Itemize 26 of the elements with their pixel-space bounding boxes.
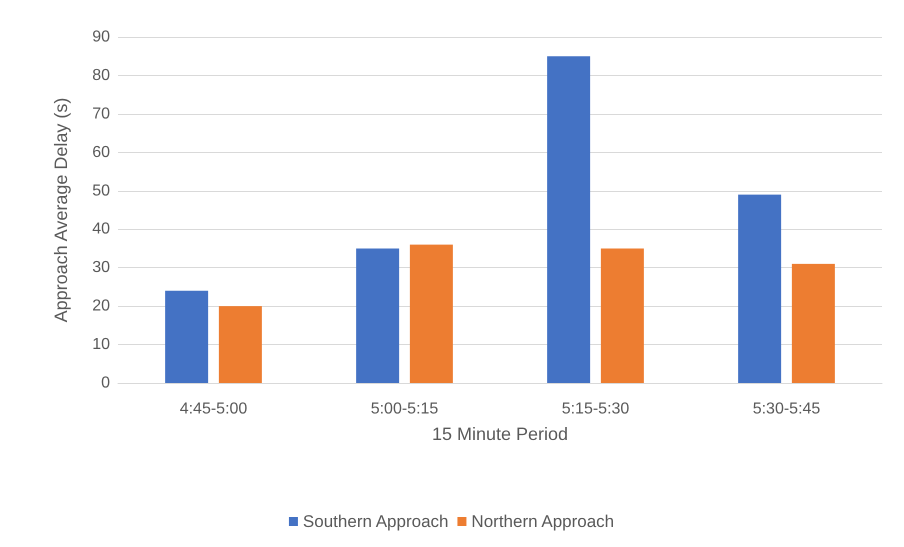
x-tick-label: 5:30-5:45: [752, 400, 820, 418]
y-tick-label: 0: [101, 374, 110, 392]
y-axis-title: Approach Average Delay (s): [51, 98, 71, 322]
legend-label: Northern Approach: [471, 512, 614, 531]
y-tick-label: 60: [92, 144, 110, 161]
bar: [218, 306, 262, 383]
y-tick-label: 40: [92, 220, 110, 238]
legend-label: Southern Approach: [302, 512, 448, 531]
bar: [356, 248, 400, 383]
bar: [165, 290, 208, 383]
y-tick-label: 20: [92, 298, 110, 315]
x-tick-label: 5:15-5:30: [562, 400, 630, 418]
bar: [410, 244, 453, 383]
y-tick-label: 80: [92, 66, 110, 84]
y-tick-label: 90: [92, 28, 110, 46]
y-tick-label: 70: [92, 105, 110, 122]
bar: [600, 248, 644, 383]
x-tick-label: 4:45-5:00: [180, 400, 248, 418]
y-tick-label: 30: [92, 259, 110, 276]
y-tick-label: 50: [92, 182, 110, 200]
bar: [792, 264, 835, 383]
y-tick-label: 10: [92, 336, 110, 354]
x-axis-title: 15 Minute Period: [432, 424, 568, 444]
x-tick-label: 5:00-5:15: [370, 400, 438, 418]
bar: [547, 56, 590, 383]
bar: [738, 194, 782, 383]
